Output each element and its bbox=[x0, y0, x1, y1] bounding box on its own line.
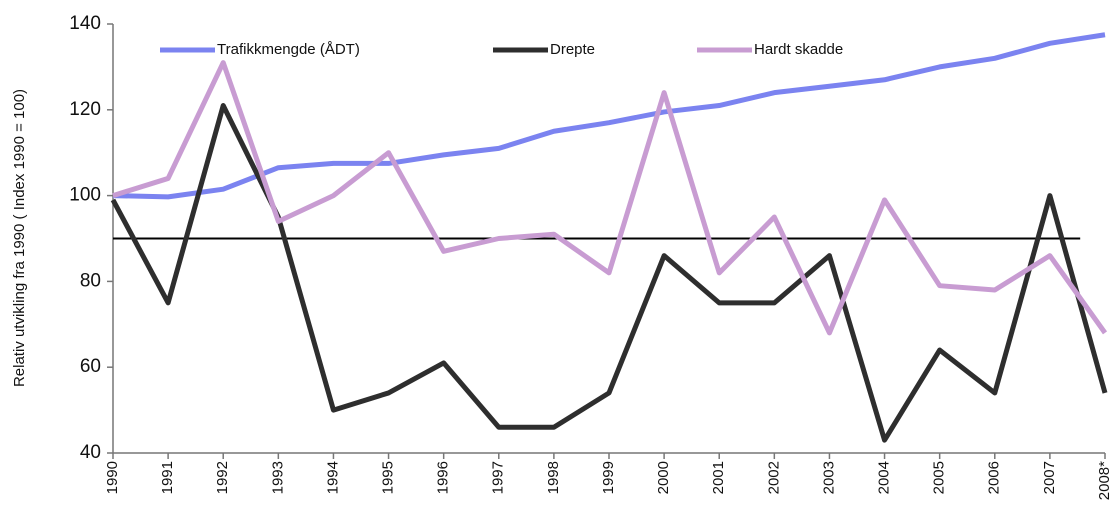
x-tick-label: 1990 bbox=[104, 461, 121, 494]
x-tick-label: 2002 bbox=[765, 461, 782, 494]
x-tick-label: 1998 bbox=[545, 461, 562, 494]
series-line bbox=[112, 60, 1108, 336]
series-line bbox=[112, 32, 1106, 200]
x-tick-label: 1999 bbox=[600, 461, 617, 494]
x-tick-label: 2006 bbox=[986, 461, 1003, 494]
y-axis-label: Relativ utvikling fra 1990 ( Index 1990 … bbox=[11, 89, 28, 387]
y-tick-label: 100 bbox=[69, 185, 101, 206]
x-tick-label: 1992 bbox=[214, 461, 231, 494]
x-tick-label: 1996 bbox=[435, 461, 452, 494]
x-tick-label: 1991 bbox=[159, 461, 176, 494]
y-tick-label: 60 bbox=[80, 356, 101, 377]
x-tick-label: 2000 bbox=[655, 461, 672, 494]
x-tick-label: 2007 bbox=[1041, 461, 1058, 494]
y-tick-label: 140 bbox=[69, 13, 101, 34]
x-tick-label: 2003 bbox=[820, 461, 837, 494]
x-tick-label: 2005 bbox=[931, 461, 948, 494]
x-tick-label: 2008* bbox=[1096, 461, 1112, 500]
x-tick-label: 1994 bbox=[324, 461, 341, 494]
y-tick-label: 120 bbox=[69, 99, 101, 120]
legend-label: Drepte bbox=[550, 41, 595, 58]
x-tick-label: 2001 bbox=[710, 461, 727, 494]
x-tick-label: 1995 bbox=[380, 461, 397, 494]
x-tick-label: 1993 bbox=[269, 461, 286, 494]
legend-label: Hardt skadde bbox=[754, 41, 843, 58]
y-tick-label: 80 bbox=[80, 270, 101, 291]
legend-label: Trafikkmengde (ÅDT) bbox=[217, 41, 360, 58]
x-tick-label: 2004 bbox=[876, 461, 893, 494]
x-tick-label: 1997 bbox=[490, 461, 507, 494]
y-tick-label: 40 bbox=[80, 442, 101, 463]
